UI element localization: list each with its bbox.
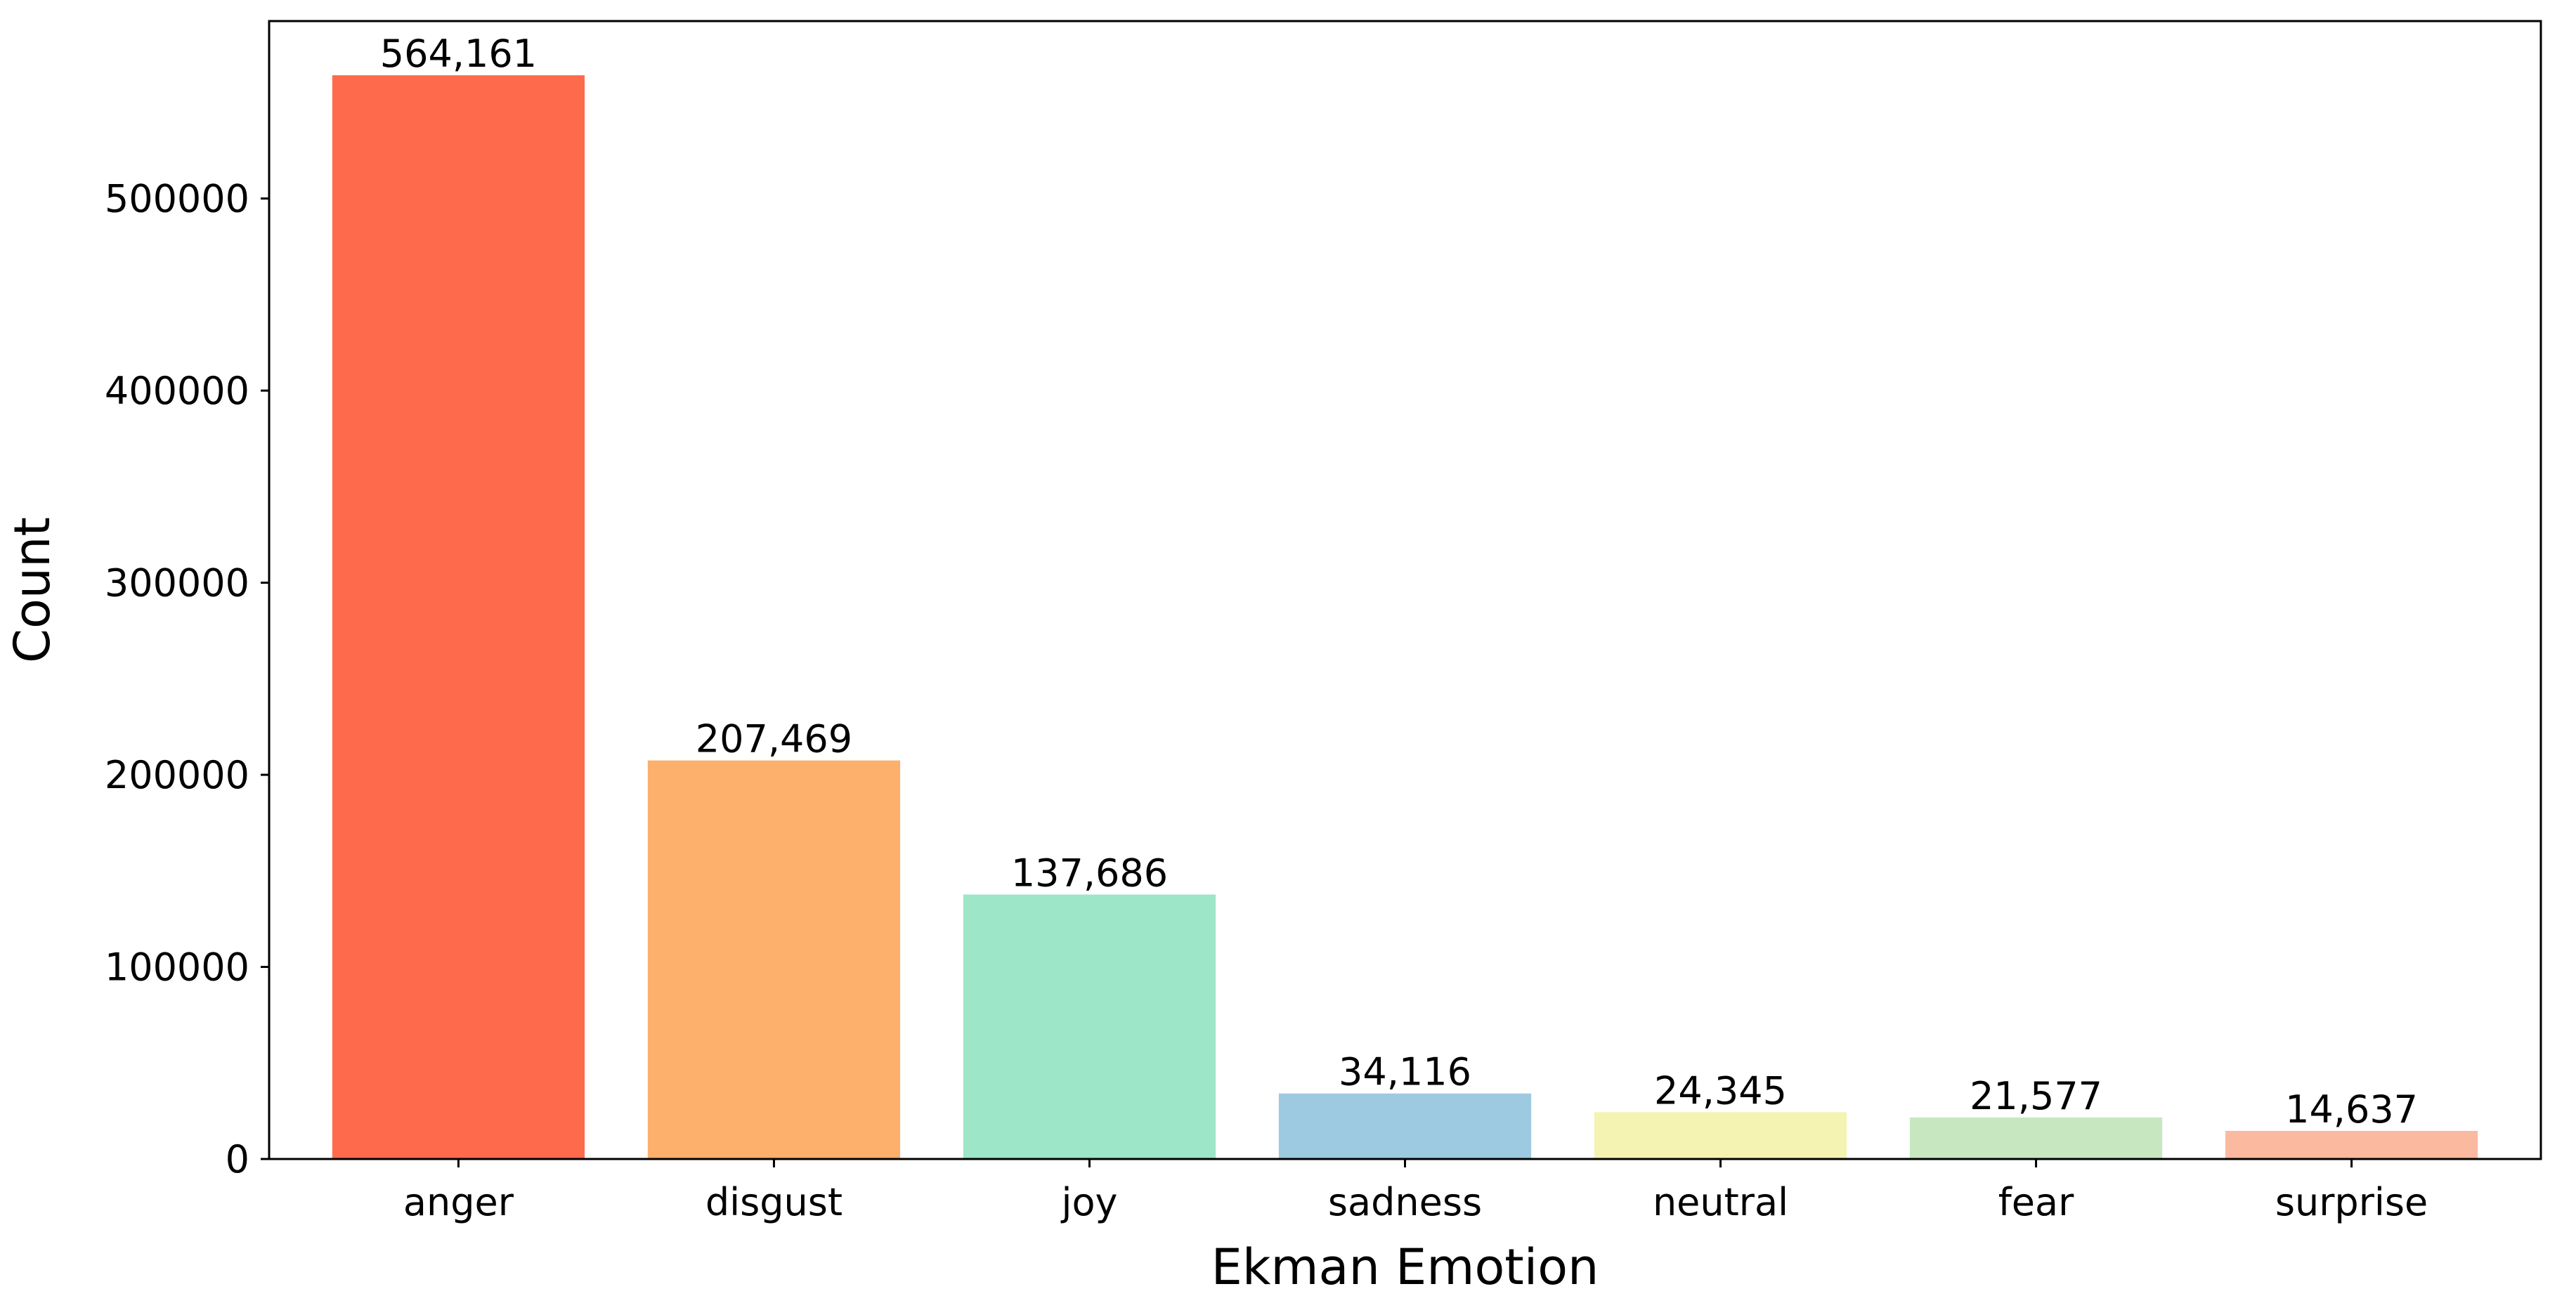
bars-layer — [332, 75, 2478, 1160]
bar-sadness — [1278, 1093, 1532, 1159]
y-tick-label-100000: 100000 — [105, 945, 249, 990]
plot-frame — [268, 20, 2542, 1160]
bar-joy — [963, 894, 1216, 1159]
data-label-sadness: 34,116 — [1339, 1050, 1471, 1094]
bar-anger — [332, 75, 585, 1160]
x-tick-label-surprise: surprise — [2275, 1180, 2428, 1224]
x-tick-label-sadness: sadness — [1328, 1180, 1482, 1224]
y-tick-label-300000: 300000 — [105, 561, 249, 605]
data-label-neutral: 24,345 — [1654, 1068, 1787, 1113]
data-label-surprise: 14,637 — [2285, 1087, 2418, 1132]
x-tick-label-anger: anger — [403, 1180, 514, 1224]
bar-disgust — [647, 760, 901, 1159]
x-tick-label-neutral: neutral — [1653, 1180, 1788, 1224]
x-tick-label-joy: joy — [1060, 1180, 1117, 1224]
y-axis-title: Count — [4, 517, 61, 663]
ticks-layer — [261, 197, 2353, 1167]
bar-neutral — [1594, 1112, 1847, 1159]
data-label-fear: 21,577 — [1970, 1074, 2102, 1118]
data-label-joy: 137,686 — [1011, 851, 1168, 895]
bar-surprise — [2225, 1130, 2478, 1159]
labels-layer: 564,161 anger 207,469 disgust 137,686 joy 34,1… — [105, 32, 2428, 1224]
x-tick-label-fear: fear — [1998, 1180, 2074, 1224]
x-axis-title: Ekman Emotion — [1211, 1238, 1599, 1296]
x-tick-label-disgust: disgust — [705, 1180, 843, 1224]
y-tick-label-0: 0 — [226, 1137, 249, 1181]
y-tick-label-200000: 200000 — [105, 753, 249, 797]
data-label-anger: 564,161 — [380, 32, 537, 76]
data-label-disgust: 207,469 — [696, 717, 852, 761]
y-tick-label-400000: 400000 — [105, 369, 249, 413]
y-tick-label-500000: 500000 — [105, 177, 249, 221]
bar-fear — [1909, 1117, 2163, 1159]
